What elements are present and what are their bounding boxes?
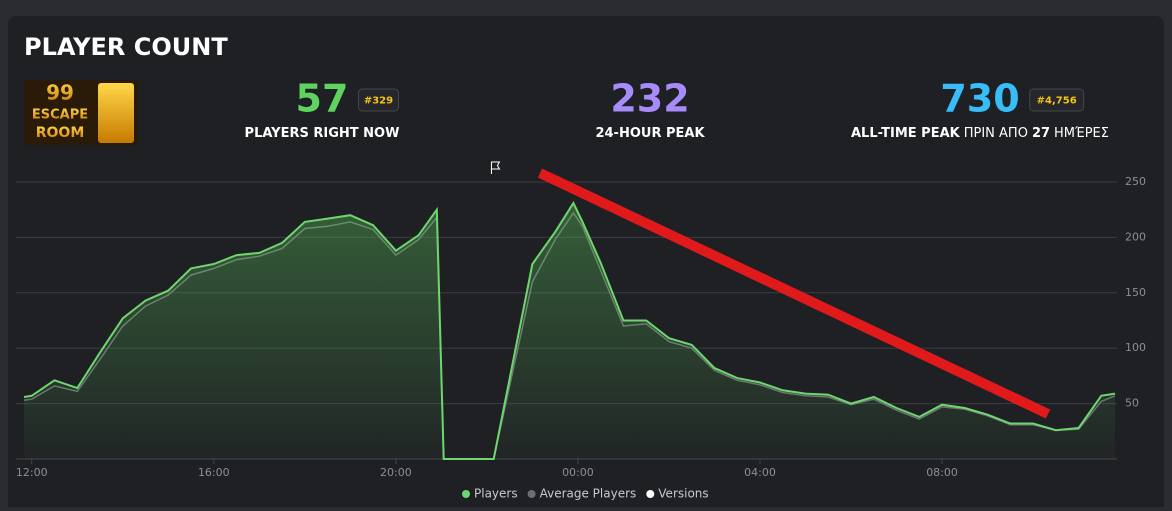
legend-swatch	[462, 490, 470, 498]
rank-text: #4,756	[1037, 96, 1077, 107]
area	[24, 203, 1115, 459]
stat-label-text: ALL-TIME PEAK	[851, 126, 961, 141]
x-tick-label: 16:00	[198, 466, 230, 479]
y-tick-label: 150	[1125, 286, 1146, 299]
logo-text: ROOM	[36, 125, 85, 141]
legend: Players Average Players Versions	[462, 487, 709, 501]
x-tick-label: 08:00	[926, 466, 958, 479]
x-tick-label: 12:00	[16, 466, 48, 479]
annotation-arrow	[537, 168, 1051, 419]
stat-value: 232	[610, 77, 689, 121]
stat-label: ALL-TIME PEAK ΠΡΙΝ ΑΠΟ 27 ΗΜΈΡΕΣ	[851, 126, 1109, 141]
logo-text: ESCAPE	[32, 108, 88, 123]
stat-suffix-number: 27	[1032, 126, 1050, 141]
stat-label: 24-HOUR PEAK	[595, 126, 705, 141]
legend-label: Average Players	[540, 487, 637, 501]
stat-suffix: ΠΡΙΝ ΑΠΟ	[964, 126, 1028, 141]
legend-swatch	[646, 490, 655, 498]
y-tick-label: 100	[1125, 341, 1146, 354]
legend-swatch	[527, 490, 536, 498]
stat-label: PLAYERS RIGHT NOW	[245, 126, 400, 141]
stat-label-text: PLAYERS RIGHT NOW	[245, 126, 400, 141]
logo: 99 ESCAPE ROOM	[24, 80, 138, 145]
legend-label: Players	[474, 487, 518, 501]
x-tick-label: 04:00	[744, 466, 776, 479]
stat-value: 57	[296, 77, 349, 121]
legend-label: Versions	[658, 487, 708, 501]
plot: 50 100 150 200 250 12:00 16:00 20:00 00:00 04:00 0…	[16, 161, 1146, 479]
logo-door	[98, 83, 134, 143]
x-tick-label: 00:00	[562, 466, 594, 479]
line	[23, 201, 1116, 460]
rank-badge	[357, 88, 399, 112]
y-tick-label: 200	[1125, 230, 1146, 243]
stat-suffix: ΗΜΈΡΕΣ	[1054, 126, 1109, 141]
stats: 57 #329 PLAYERS RIGHT NOW 232 24-HOUR PEAK 73…	[245, 77, 1109, 141]
y-tick-label: 250	[1125, 175, 1146, 188]
stat-value: 730	[940, 77, 1019, 121]
stat-label-text: 24-HOUR PEAK	[595, 126, 705, 141]
y-tick-label: 50	[1125, 397, 1139, 410]
rank-text: #329	[364, 96, 393, 107]
rank-badge	[1029, 88, 1085, 112]
logo-text: 99	[46, 81, 74, 105]
x-tick-label: 20:00	[380, 466, 412, 479]
version-flag	[490, 161, 501, 174]
title: PLAYER COUNT	[24, 33, 228, 61]
